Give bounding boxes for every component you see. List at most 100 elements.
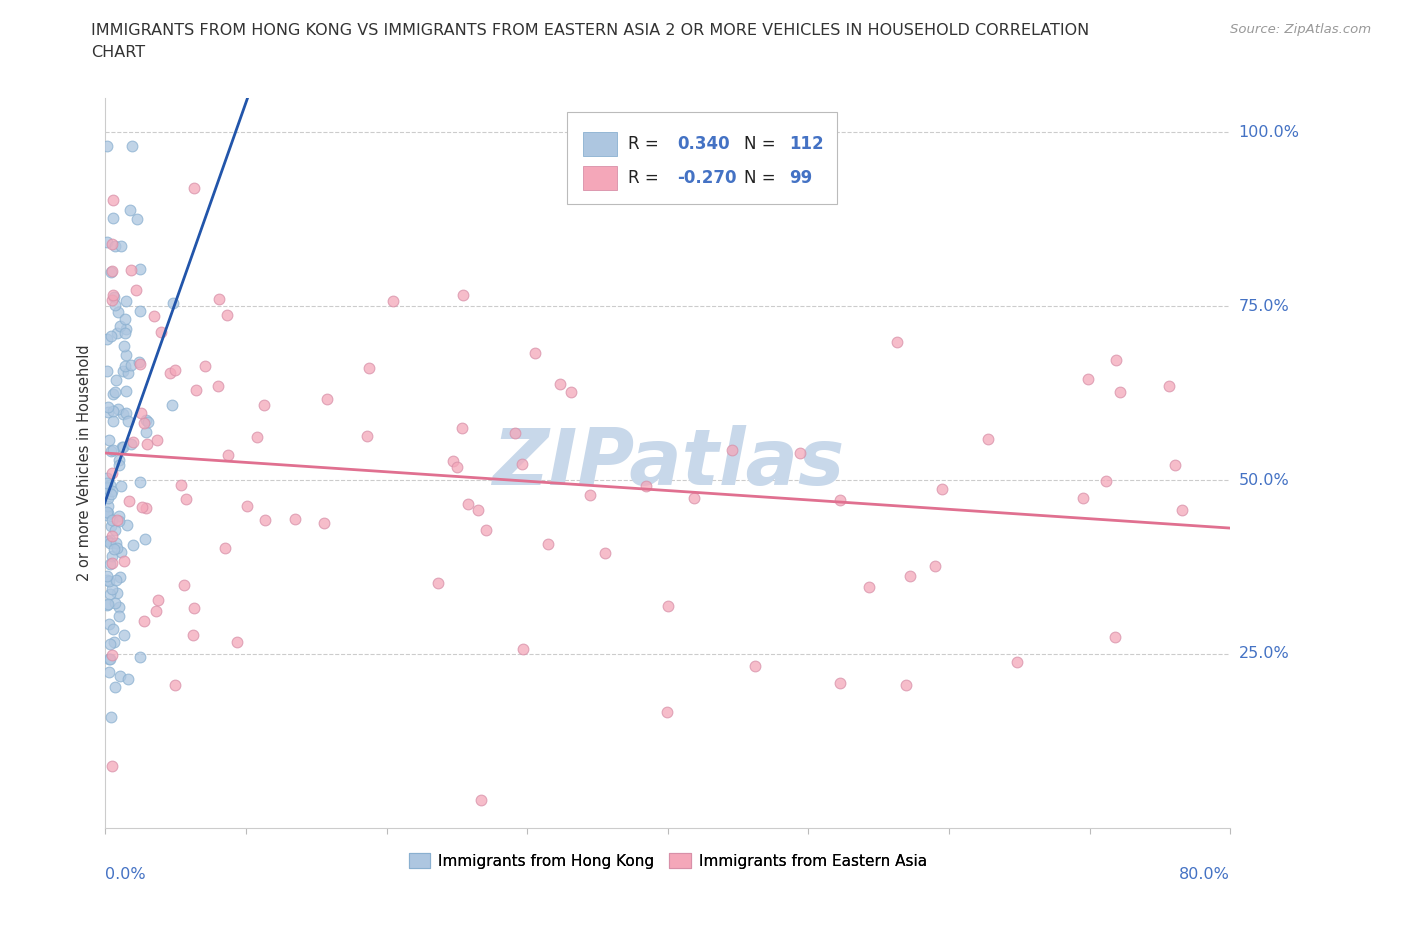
- Point: [129, 474, 152, 489]
- Point: [122, 434, 145, 449]
- FancyBboxPatch shape: [583, 166, 617, 190]
- Point: [1157, 379, 1180, 393]
- Point: [142, 309, 165, 324]
- Point: [110, 440, 132, 455]
- Point: [100, 549, 122, 564]
- Point: [111, 364, 134, 379]
- Point: [132, 416, 155, 431]
- Point: [101, 759, 124, 774]
- Text: 100.0%: 100.0%: [1239, 125, 1299, 140]
- Point: [103, 289, 125, 304]
- Point: [114, 359, 136, 374]
- Point: [96, 234, 118, 249]
- Point: [136, 415, 159, 430]
- Point: [451, 420, 474, 435]
- Point: [284, 512, 307, 526]
- Text: CHART: CHART: [91, 45, 145, 60]
- Text: 50.0%: 50.0%: [1239, 472, 1289, 487]
- Point: [114, 553, 136, 568]
- Point: [96, 480, 118, 495]
- Point: [132, 614, 155, 629]
- Point: [253, 398, 276, 413]
- Point: [104, 536, 127, 551]
- Point: [512, 642, 534, 657]
- Point: [441, 454, 464, 469]
- Point: [183, 601, 205, 616]
- Point: [183, 180, 205, 195]
- Point: [356, 429, 378, 444]
- Text: 80.0%: 80.0%: [1180, 867, 1230, 882]
- Point: [96, 364, 118, 379]
- Point: [184, 383, 207, 398]
- Point: [98, 618, 121, 632]
- Point: [316, 392, 339, 406]
- Point: [105, 541, 128, 556]
- Text: IMMIGRANTS FROM HONG KONG VS IMMIGRANTS FROM EASTERN ASIA 2 OR MORE VEHICLES IN : IMMIGRANTS FROM HONG KONG VS IMMIGRANTS …: [91, 23, 1090, 38]
- Point: [96, 573, 118, 588]
- Point: [108, 513, 131, 528]
- Point: [451, 287, 474, 302]
- Point: [97, 506, 120, 521]
- Point: [96, 471, 118, 485]
- Point: [427, 576, 450, 591]
- Point: [115, 405, 138, 420]
- FancyBboxPatch shape: [567, 113, 837, 204]
- Point: [931, 481, 953, 496]
- Point: [446, 459, 468, 474]
- Point: [129, 650, 152, 665]
- Point: [226, 634, 249, 649]
- Point: [117, 672, 139, 687]
- Point: [148, 592, 170, 607]
- Point: [108, 608, 131, 623]
- Text: N =: N =: [744, 135, 782, 153]
- Point: [103, 635, 125, 650]
- Text: R =: R =: [628, 135, 665, 153]
- Point: [96, 568, 118, 583]
- Point: [103, 211, 125, 226]
- Text: R =: R =: [628, 169, 665, 187]
- Point: [128, 354, 150, 369]
- Point: [163, 363, 186, 378]
- Point: [104, 298, 127, 312]
- Point: [108, 509, 131, 524]
- Point: [97, 573, 120, 588]
- Point: [101, 484, 124, 498]
- Point: [357, 361, 380, 376]
- Y-axis label: 2 or more Vehicles in Household: 2 or more Vehicles in Household: [77, 344, 93, 581]
- Point: [103, 622, 125, 637]
- Point: [108, 452, 131, 467]
- Point: [101, 414, 124, 429]
- Point: [103, 238, 125, 253]
- Point: [467, 502, 489, 517]
- Point: [101, 466, 124, 481]
- Point: [457, 497, 479, 512]
- Point: [105, 326, 128, 340]
- Point: [176, 492, 198, 507]
- Point: [100, 487, 122, 502]
- Point: [96, 139, 118, 153]
- Point: [104, 596, 127, 611]
- Point: [104, 680, 127, 695]
- Point: [108, 599, 131, 614]
- Point: [117, 365, 139, 380]
- Point: [120, 357, 142, 372]
- Point: [98, 637, 121, 652]
- Point: [1005, 655, 1028, 670]
- Point: [135, 437, 157, 452]
- Point: [121, 139, 143, 153]
- Text: 25.0%: 25.0%: [1239, 646, 1289, 661]
- Point: [744, 658, 766, 673]
- Point: [96, 331, 118, 346]
- Point: [560, 385, 582, 400]
- Point: [107, 305, 129, 320]
- Point: [253, 513, 276, 528]
- Point: [128, 356, 150, 371]
- Point: [101, 293, 124, 308]
- Point: [104, 523, 127, 538]
- Text: N =: N =: [744, 169, 782, 187]
- Point: [1095, 473, 1118, 488]
- Point: [96, 475, 118, 490]
- Point: [636, 479, 658, 494]
- Point: [236, 498, 259, 513]
- Point: [1105, 353, 1128, 368]
